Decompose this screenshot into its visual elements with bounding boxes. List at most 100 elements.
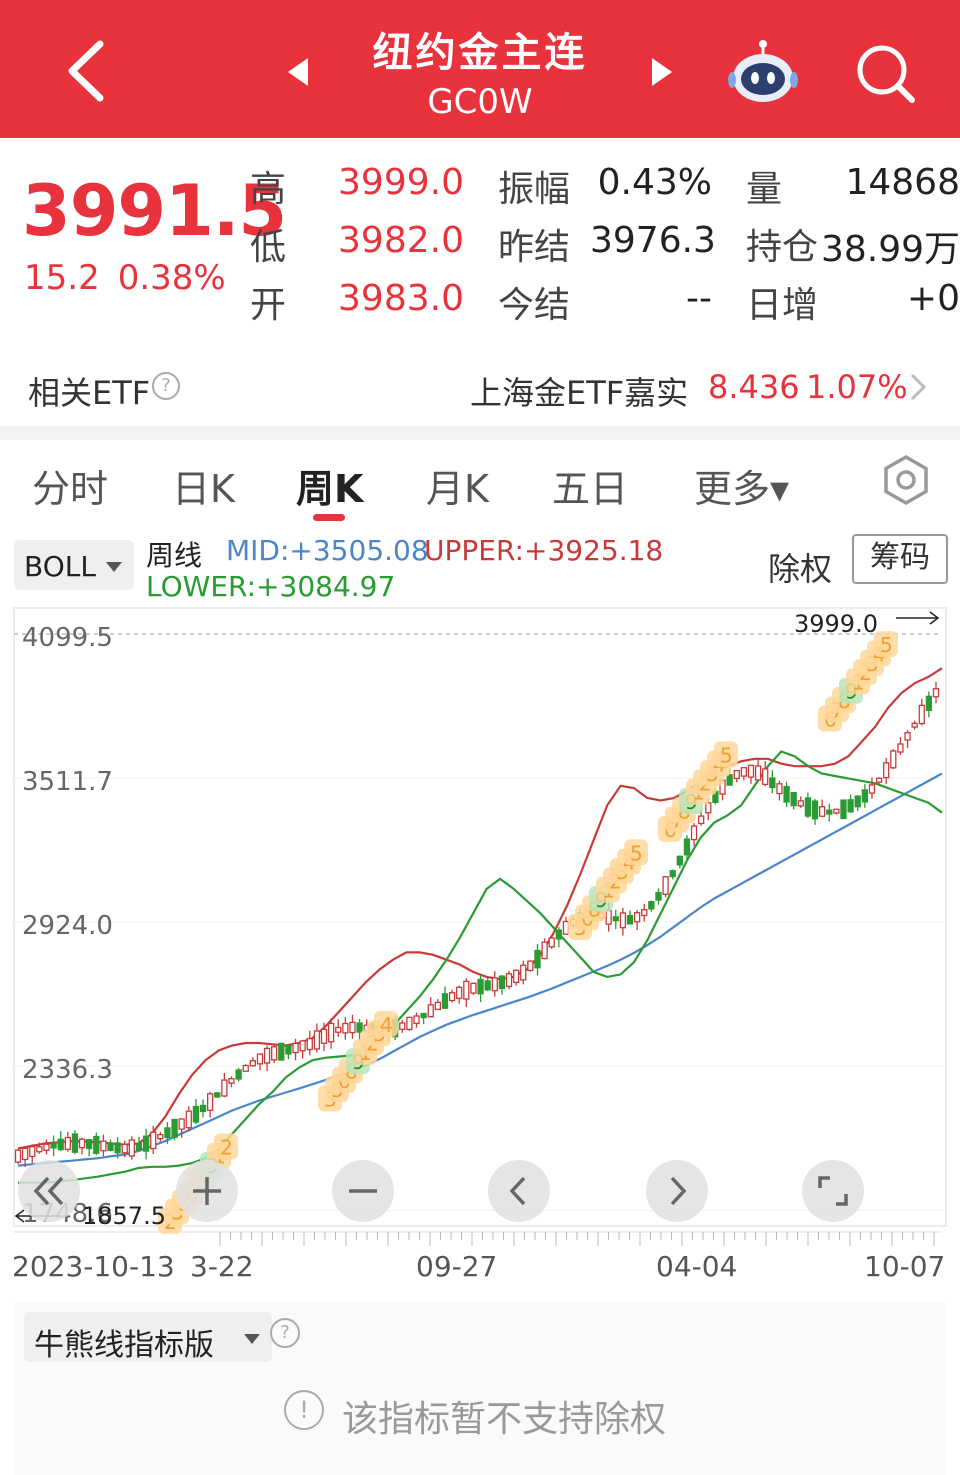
y-tick-label: 4099.5 <box>22 623 113 653</box>
candle-body <box>925 695 933 712</box>
candle-body <box>285 1045 292 1055</box>
candle-body <box>93 1135 100 1154</box>
search-icon[interactable] <box>852 40 918 106</box>
daily-change-value: +0 <box>906 278 960 319</box>
td-count-marker <box>214 1133 238 1160</box>
tab-weekly-k[interactable]: 周K <box>296 467 364 511</box>
candle-body <box>797 800 804 807</box>
candle-body <box>299 1040 306 1052</box>
prev-contract-icon[interactable] <box>286 56 310 88</box>
zoom-in-button[interactable] <box>176 1160 238 1222</box>
candle-body <box>64 1136 71 1150</box>
candle-body <box>164 1127 171 1139</box>
candle-body <box>662 876 669 895</box>
td-count-marker <box>624 839 648 866</box>
candle-body <box>292 1042 299 1054</box>
candle-body <box>342 1022 349 1034</box>
daily-change-label: 日增 <box>746 285 819 326</box>
candle-body <box>833 808 840 814</box>
candle-body <box>142 1135 150 1152</box>
td-count-label: 5 <box>630 841 643 865</box>
candle-body <box>548 937 555 948</box>
info-icon: ! <box>284 1390 324 1430</box>
active-tab-indicator <box>313 514 345 521</box>
candle-body <box>626 915 634 925</box>
related-etf-row[interactable]: 相关ETF ? 上海金ETF嘉实 8.436 1.07% <box>0 350 960 426</box>
fullscreen-icon <box>818 1176 848 1206</box>
prev-settle-label: 昨结 <box>498 227 571 268</box>
volume-value: 14868 <box>845 162 960 203</box>
boll-lower-value: LOWER:+3084.97 <box>146 570 396 603</box>
tab-daily-k[interactable]: 日K <box>172 467 235 511</box>
candle-body <box>541 941 548 960</box>
back-arrow-icon[interactable] <box>58 38 118 104</box>
low-marker-arrowhead <box>14 1209 25 1223</box>
candle-body <box>555 929 562 940</box>
scroll-right-button[interactable] <box>646 1160 708 1222</box>
candle-body <box>641 909 648 917</box>
chevron-right-icon <box>910 373 927 401</box>
boll-mid-line <box>17 772 943 1167</box>
chip-distribution-button[interactable]: 筹码 <box>852 534 948 584</box>
candle-body <box>278 1042 285 1061</box>
settle-value: -- <box>686 278 712 319</box>
candle-body <box>100 1140 107 1152</box>
help-icon[interactable]: ? <box>270 1318 300 1348</box>
candle-body <box>427 1004 434 1018</box>
amplitude-value: 0.43% <box>597 162 712 203</box>
rewind-button[interactable] <box>18 1160 80 1222</box>
boll-mid-value: MID:+3505.08 <box>226 534 429 567</box>
candle-body <box>463 980 470 1000</box>
candle-body <box>676 855 683 866</box>
high-price-marker: 3999.0 <box>794 610 878 638</box>
candle-body <box>619 912 627 929</box>
volume-label: 量 <box>746 169 783 210</box>
candle-body <box>356 1022 363 1033</box>
y-tick-label: 2924.0 <box>22 911 113 941</box>
candle-body <box>36 1146 43 1153</box>
candle-body <box>690 825 698 841</box>
candle-body <box>335 1026 342 1033</box>
fullscreen-button[interactable] <box>802 1160 864 1222</box>
candle-body <box>313 1030 321 1050</box>
candle-body <box>790 792 797 807</box>
candle-body <box>826 809 833 815</box>
help-icon[interactable]: ? <box>152 372 180 400</box>
bull-bear-indicator-selector[interactable]: 牛熊线指标版 <box>24 1312 272 1363</box>
tab-monthly-k[interactable]: 月K <box>426 467 489 511</box>
candle-body <box>733 769 740 780</box>
candle-body <box>698 815 705 825</box>
candle-body <box>256 1053 264 1065</box>
candle-body <box>811 800 819 820</box>
candle-body <box>612 916 619 922</box>
candle-body <box>71 1133 79 1153</box>
candle-body <box>669 870 676 878</box>
high-marker-arrowhead <box>929 611 940 625</box>
scroll-left-button[interactable] <box>488 1160 550 1222</box>
candle-body <box>754 765 762 781</box>
tab-five-day[interactable]: 五日 <box>552 467 629 511</box>
settings-gear-icon[interactable] <box>880 454 932 506</box>
candle-body <box>86 1139 93 1150</box>
tab-intraday[interactable]: 分时 <box>32 467 109 511</box>
td-count-label: 4 <box>380 1013 393 1037</box>
candle-body <box>868 784 876 794</box>
indicator-selector[interactable]: BOLL <box>14 540 134 590</box>
candle-body <box>221 1079 228 1097</box>
candle-body <box>683 838 691 856</box>
amplitude-label: 振幅 <box>498 169 571 210</box>
dropdown-arrow-icon <box>106 562 122 572</box>
x-tick-label: 2023-10-13 <box>12 1250 175 1283</box>
tab-more[interactable]: 更多▾ <box>694 467 790 511</box>
candle-body <box>157 1133 164 1140</box>
candle-body <box>655 891 662 901</box>
candle-body <box>78 1138 86 1149</box>
open-interest-value: 38.99万 <box>820 229 960 270</box>
boll-lower-line <box>18 750 943 1184</box>
bull-bear-indicator-label: 牛熊线指标版 <box>34 1328 214 1363</box>
zoom-out-button[interactable] <box>332 1160 394 1222</box>
assistant-robot-icon[interactable] <box>728 38 798 104</box>
next-contract-icon[interactable] <box>650 56 674 88</box>
adjust-toggle[interactable]: 除权 <box>768 550 833 588</box>
etf-change-percent: 1.07% <box>806 368 908 406</box>
